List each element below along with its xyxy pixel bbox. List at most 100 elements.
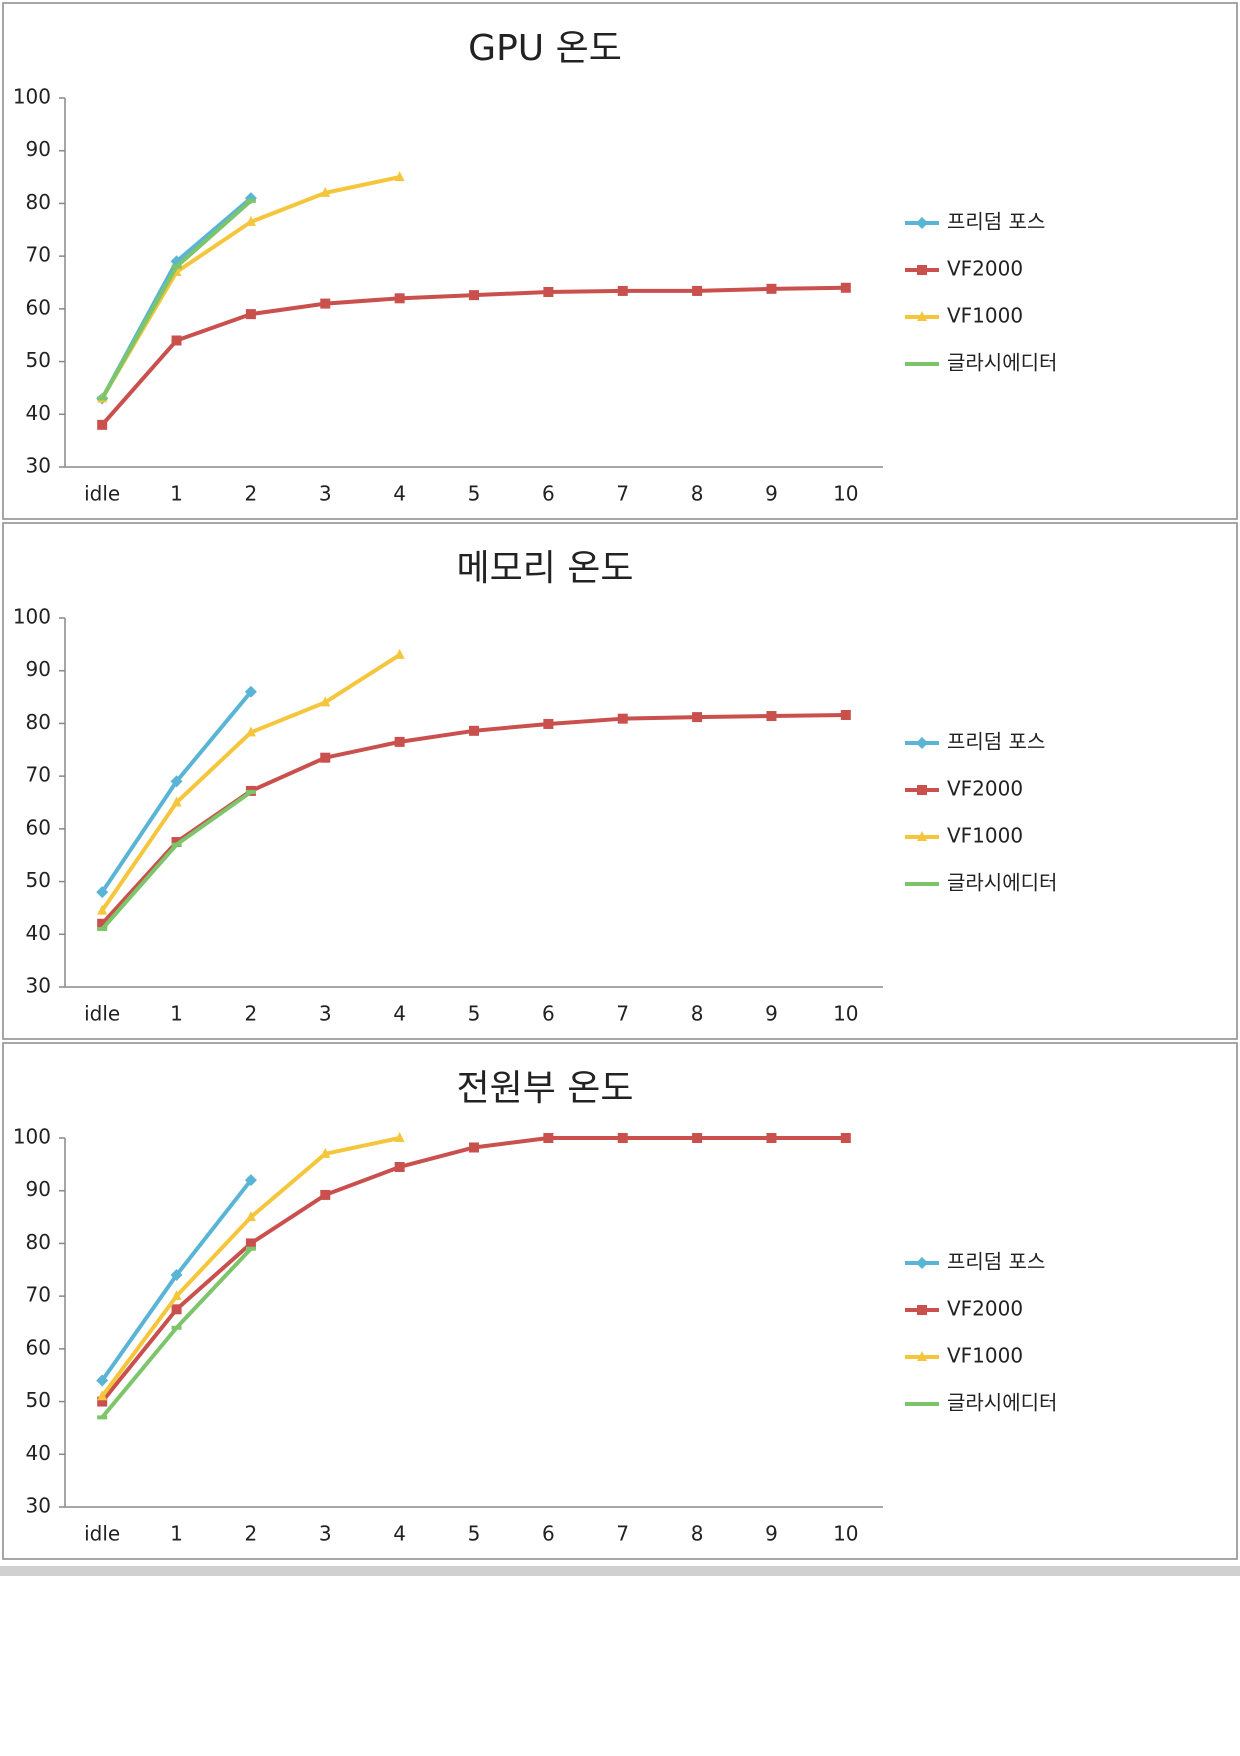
marker: [245, 1238, 256, 1249]
marker: [97, 419, 108, 430]
marker: [917, 1351, 927, 1361]
y-tick-label: 70: [26, 243, 51, 267]
marker: [97, 1390, 108, 1401]
marker: [171, 1325, 182, 1330]
series-line: [100, 175, 401, 400]
x-tick-label: idle: [84, 1002, 120, 1026]
marker: [171, 837, 182, 848]
marker: [320, 1147, 331, 1158]
x-tick-label: 7: [616, 1002, 629, 1026]
panel: [2, 2, 1238, 520]
x-tick-label: 9: [765, 482, 778, 506]
x-tick-label: 6: [542, 1002, 555, 1026]
x-tick-label: 4: [393, 1002, 406, 1026]
marker: [245, 1211, 256, 1222]
marker: [320, 696, 331, 707]
marker: [469, 1142, 479, 1153]
marker: [171, 796, 182, 807]
x-tick-label: 9: [765, 1522, 778, 1546]
x-tick-label: 3: [319, 1002, 332, 1026]
legend-label: VF1000: [947, 824, 1023, 848]
x-tick-label: 2: [245, 482, 258, 506]
marker: [97, 927, 108, 932]
marker: [840, 709, 851, 720]
y-tick-label: 70: [26, 763, 51, 787]
y-tick-label: 80: [26, 1230, 51, 1254]
y-tick-label: 50: [26, 348, 51, 372]
y-tick-label: 60: [26, 815, 51, 839]
legend-label: 글라시에디터: [947, 871, 1057, 895]
y-tick-label: 80: [26, 710, 51, 734]
marker: [617, 285, 628, 296]
y-tick-label: 90: [26, 137, 51, 161]
series-line: [100, 196, 253, 400]
marker: [394, 293, 405, 304]
x-tick-label: 8: [691, 1002, 704, 1026]
marker: [840, 282, 851, 293]
y-tick-label: 90: [26, 657, 51, 681]
chart-title: 전원부 온도: [456, 1068, 633, 1109]
marker: [97, 904, 108, 915]
marker: [244, 685, 257, 698]
marker: [543, 718, 554, 729]
bottom-strip: [0, 1566, 1240, 1576]
y-tick-label: 100: [13, 1125, 51, 1149]
y-tick-label: 40: [26, 401, 51, 425]
marker: [96, 1374, 109, 1387]
legend-label: 프리덤 포스: [947, 210, 1045, 234]
series-line: [100, 690, 253, 894]
x-tick-label: idle: [84, 1522, 120, 1546]
marker: [171, 1290, 182, 1301]
marker: [917, 882, 927, 886]
marker: [692, 712, 703, 723]
marker: [96, 886, 109, 899]
marker: [394, 1161, 405, 1172]
y-tick-label: 30: [26, 454, 51, 478]
marker: [917, 1305, 927, 1315]
x-tick-label: 10: [833, 1522, 858, 1546]
legend-label: VF2000: [947, 777, 1023, 801]
marker: [97, 1415, 108, 1420]
marker: [245, 198, 256, 203]
panel: [2, 522, 1238, 1040]
marker: [917, 362, 927, 366]
y-tick-label: 40: [26, 1441, 51, 1465]
marker: [245, 726, 256, 737]
x-tick-label: 8: [691, 1522, 704, 1546]
x-tick-label: 6: [542, 1522, 555, 1546]
y-tick-label: 50: [26, 1388, 51, 1412]
marker: [916, 737, 928, 749]
y-tick-label: 40: [26, 921, 51, 945]
x-tick-label: 7: [616, 482, 629, 506]
x-tick-label: 10: [833, 1002, 858, 1026]
x-tick-label: 8: [691, 482, 704, 506]
marker: [840, 1133, 851, 1143]
marker: [320, 1189, 331, 1200]
marker: [97, 1396, 108, 1407]
marker: [394, 1132, 405, 1142]
legend-label: 프리덤 포스: [947, 1250, 1045, 1274]
marker: [97, 396, 108, 401]
marker: [170, 775, 183, 788]
chart-title: 메모리 온도: [456, 548, 633, 589]
marker: [320, 186, 331, 197]
marker: [617, 713, 628, 724]
y-tick-label: 30: [26, 974, 51, 998]
marker: [916, 217, 928, 229]
y-tick-label: 100: [13, 605, 51, 629]
x-tick-label: 4: [393, 482, 406, 506]
x-tick-label: 2: [245, 1522, 258, 1546]
series-line: [100, 199, 253, 400]
x-tick-label: 7: [616, 1522, 629, 1546]
x-tick-label: 5: [468, 1522, 481, 1546]
marker: [245, 309, 256, 320]
y-tick-label: 90: [26, 1177, 51, 1201]
x-tick-label: 3: [319, 1522, 332, 1546]
y-tick-label: 60: [26, 1335, 51, 1359]
marker: [171, 335, 182, 346]
marker: [766, 283, 777, 294]
series-line: [100, 1136, 846, 1403]
marker: [171, 842, 182, 847]
y-tick-label: 100: [13, 85, 51, 109]
